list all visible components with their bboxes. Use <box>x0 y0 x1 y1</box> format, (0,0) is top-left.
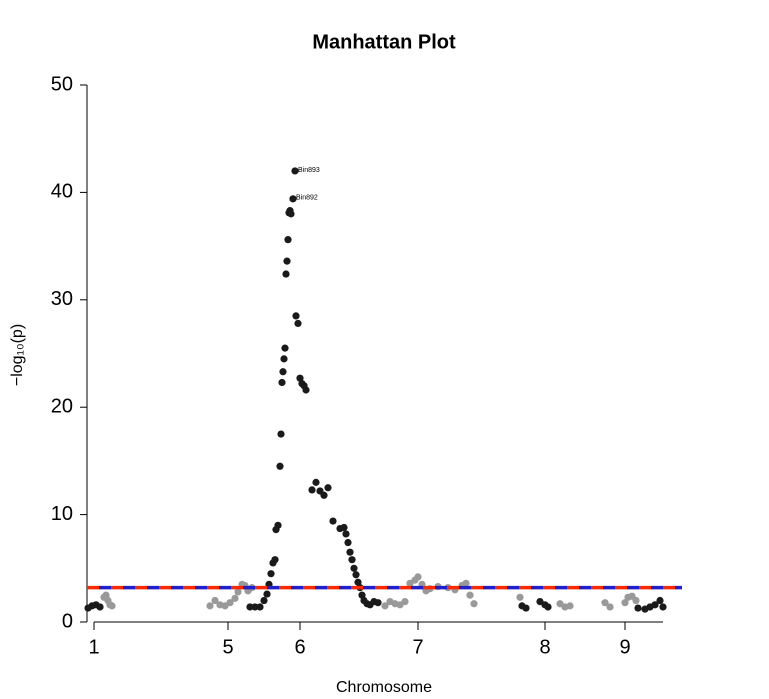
point <box>206 602 214 610</box>
point <box>340 523 348 532</box>
y-axis-label: −log₁₀(p) <box>9 324 26 386</box>
point <box>291 167 299 175</box>
point <box>294 319 302 328</box>
point <box>329 517 337 525</box>
point <box>324 484 332 492</box>
y-tick-label: 20 <box>51 395 73 417</box>
point <box>651 601 659 609</box>
point <box>267 570 275 578</box>
x-axis-label: Chromosome <box>336 679 432 696</box>
y-tick-label: 30 <box>51 288 73 310</box>
x-tick-label: 9 <box>619 636 630 658</box>
point <box>271 556 279 564</box>
point <box>414 573 422 581</box>
point <box>246 603 254 611</box>
point <box>374 599 382 607</box>
point <box>226 599 234 607</box>
point <box>348 556 356 564</box>
x-tick-label: 8 <box>539 636 550 658</box>
point <box>381 602 389 610</box>
point <box>320 491 328 499</box>
point-annotation: Bin892 <box>296 195 318 202</box>
point <box>282 270 290 278</box>
point <box>634 604 642 612</box>
point <box>302 386 310 394</box>
y-tick-label: 10 <box>51 503 73 525</box>
y-tick-label: 0 <box>62 610 73 632</box>
point <box>350 564 358 572</box>
point <box>96 603 104 611</box>
x-tick-label: 5 <box>222 636 233 658</box>
point <box>260 596 268 605</box>
point <box>601 599 609 607</box>
point <box>346 548 354 556</box>
point <box>522 604 530 612</box>
point <box>289 195 297 203</box>
point <box>566 602 574 610</box>
point <box>659 603 667 611</box>
point <box>462 579 470 587</box>
point-annotation: Bin893 <box>298 167 320 174</box>
point <box>211 596 219 605</box>
point <box>656 596 664 605</box>
point <box>284 236 292 244</box>
point <box>256 603 264 611</box>
point <box>308 486 316 494</box>
point <box>278 378 286 387</box>
point <box>470 600 478 608</box>
point <box>606 603 614 611</box>
point <box>234 588 242 596</box>
point <box>292 312 300 320</box>
point <box>344 538 352 547</box>
point <box>312 478 320 486</box>
point <box>352 571 360 579</box>
point <box>277 430 285 438</box>
point <box>342 530 350 538</box>
x-tick-label: 7 <box>412 636 423 658</box>
point <box>466 591 474 599</box>
point <box>274 521 282 529</box>
point <box>632 596 640 605</box>
x-tick-label: 6 <box>294 636 305 658</box>
point <box>280 355 288 363</box>
point <box>516 593 524 601</box>
point <box>251 603 259 611</box>
point <box>401 597 409 606</box>
point <box>108 602 116 610</box>
point <box>263 590 271 598</box>
point <box>287 210 295 218</box>
point <box>231 594 239 602</box>
point <box>621 599 629 607</box>
y-tick-label: 50 <box>51 73 73 95</box>
point <box>279 368 287 376</box>
x-tick-label: 1 <box>88 636 99 658</box>
y-tick-label: 40 <box>51 181 73 203</box>
point <box>544 603 552 611</box>
point <box>281 344 289 352</box>
point <box>276 462 284 470</box>
point <box>283 257 291 265</box>
chart-title: Manhattan Plot <box>312 31 456 53</box>
